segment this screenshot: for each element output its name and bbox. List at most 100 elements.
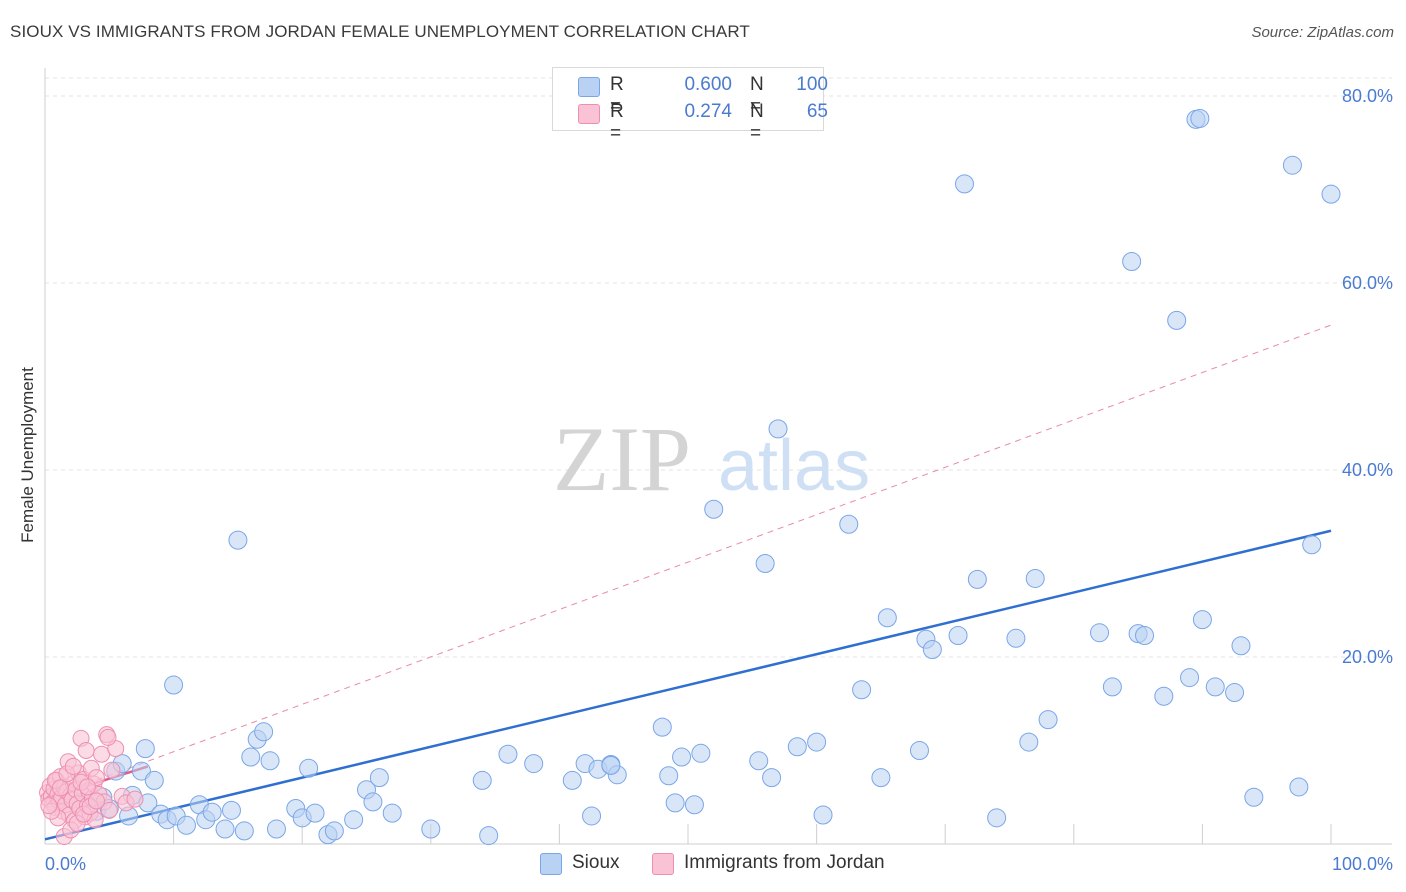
point-sioux: [1192, 610, 1212, 630]
y-tick-label: 20.0%: [1342, 647, 1393, 667]
point-sioux: [1231, 636, 1251, 656]
point-sioux: [749, 751, 769, 771]
point-jordan: [40, 797, 58, 815]
point-sioux: [787, 737, 807, 757]
point-sioux: [344, 810, 364, 830]
point-jordan: [51, 779, 69, 797]
point-sioux: [254, 722, 274, 742]
point-sioux: [131, 761, 151, 781]
point-sioux: [909, 741, 929, 760]
point-sioux: [562, 770, 582, 790]
point-sioux: [202, 802, 222, 822]
legend-n-value: 100: [796, 74, 828, 95]
point-sioux: [1167, 310, 1187, 330]
point-sioux: [1282, 155, 1302, 175]
point-sioux: [1102, 677, 1122, 697]
source-label: Source: ZipAtlas.com: [1251, 24, 1394, 41]
point-sioux: [582, 806, 602, 826]
point-sioux: [1321, 184, 1341, 204]
point-sioux: [1205, 677, 1225, 697]
point-sioux: [871, 768, 891, 788]
point-sioux: [877, 608, 897, 628]
point-sioux: [768, 419, 788, 439]
point-sioux: [176, 815, 196, 835]
point-sioux: [1025, 568, 1045, 588]
point-sioux: [228, 530, 248, 550]
point-jordan: [64, 757, 82, 775]
point-sioux: [382, 803, 402, 823]
point-sioux: [665, 793, 685, 813]
watermark-zip: ZIP: [553, 408, 691, 510]
point-sioux: [601, 755, 621, 775]
point-sioux: [987, 808, 1007, 828]
y-tick-label: 80.0%: [1342, 86, 1393, 106]
legend-r-label: R =: [610, 74, 624, 117]
point-sioux: [807, 732, 827, 752]
point-sioux: [1019, 732, 1039, 752]
point-sioux: [135, 739, 155, 759]
point-sioux: [363, 792, 383, 812]
legend-label-jordan: Immigrants from Jordan: [684, 852, 885, 873]
x-tick-label-max: 100.0%: [1332, 854, 1393, 874]
point-jordan: [77, 742, 95, 759]
legend-r-value: 0.274: [684, 101, 732, 122]
legend-label-sioux: Sioux: [572, 852, 620, 873]
point-sioux: [524, 754, 544, 774]
point-sioux: [260, 751, 280, 771]
point-sioux: [762, 768, 782, 788]
legend-swatch-jordan: [578, 104, 600, 124]
chart-title: SIOUX VS IMMIGRANTS FROM JORDAN FEMALE U…: [10, 22, 750, 41]
point-sioux: [1135, 625, 1155, 645]
y-tick-label: 40.0%: [1342, 460, 1393, 480]
legend-n-value: 65: [806, 101, 828, 122]
gridlines: [45, 77, 1392, 658]
point-jordan: [87, 792, 105, 810]
point-sioux: [221, 800, 241, 820]
point-sioux: [1289, 777, 1309, 797]
point-sioux: [704, 499, 724, 519]
point-sioux: [839, 514, 859, 534]
trend-line-sioux: [44, 529, 1332, 841]
point-sioux: [234, 821, 254, 841]
point-sioux: [954, 174, 974, 194]
point-jordan: [126, 790, 144, 808]
point-sioux: [421, 819, 441, 839]
point-sioux: [755, 554, 775, 573]
legend-swatch-jordan: [652, 853, 674, 875]
point-sioux: [299, 758, 319, 778]
point-sioux: [164, 675, 184, 695]
point-sioux: [305, 803, 325, 823]
point-sioux: [479, 826, 499, 846]
point-jordan: [99, 728, 117, 746]
point-sioux: [672, 747, 692, 767]
point-jordan: [93, 745, 111, 763]
data-points: [39, 108, 1341, 846]
point-sioux: [813, 805, 833, 825]
point-sioux: [1090, 623, 1110, 643]
point-sioux: [1006, 628, 1026, 648]
point-sioux: [1244, 787, 1264, 807]
point-sioux: [472, 770, 492, 790]
point-jordan: [100, 801, 118, 819]
point-sioux: [144, 770, 164, 790]
point-sioux: [1038, 710, 1058, 730]
legend-r-value: 0.600: [684, 74, 732, 95]
point-sioux: [1190, 108, 1210, 128]
point-jordan: [78, 778, 96, 796]
point-sioux: [659, 766, 679, 786]
stats-legend: R = 0.600 N = 100 R = 0.274 N = 65: [552, 67, 828, 144]
watermark: ZIP atlas: [553, 408, 870, 510]
y-tick-label: 60.0%: [1342, 273, 1393, 293]
point-sioux: [967, 569, 987, 589]
point-sioux: [369, 768, 389, 788]
point-sioux: [922, 640, 942, 660]
point-sioux: [1122, 251, 1142, 271]
watermark-atlas: atlas: [718, 426, 870, 506]
point-sioux: [852, 680, 872, 700]
point-sioux: [266, 819, 286, 839]
point-sioux: [498, 744, 518, 764]
trend-line-jordan-extended: [44, 324, 1332, 800]
point-sioux: [691, 743, 711, 763]
point-sioux: [1180, 668, 1200, 688]
